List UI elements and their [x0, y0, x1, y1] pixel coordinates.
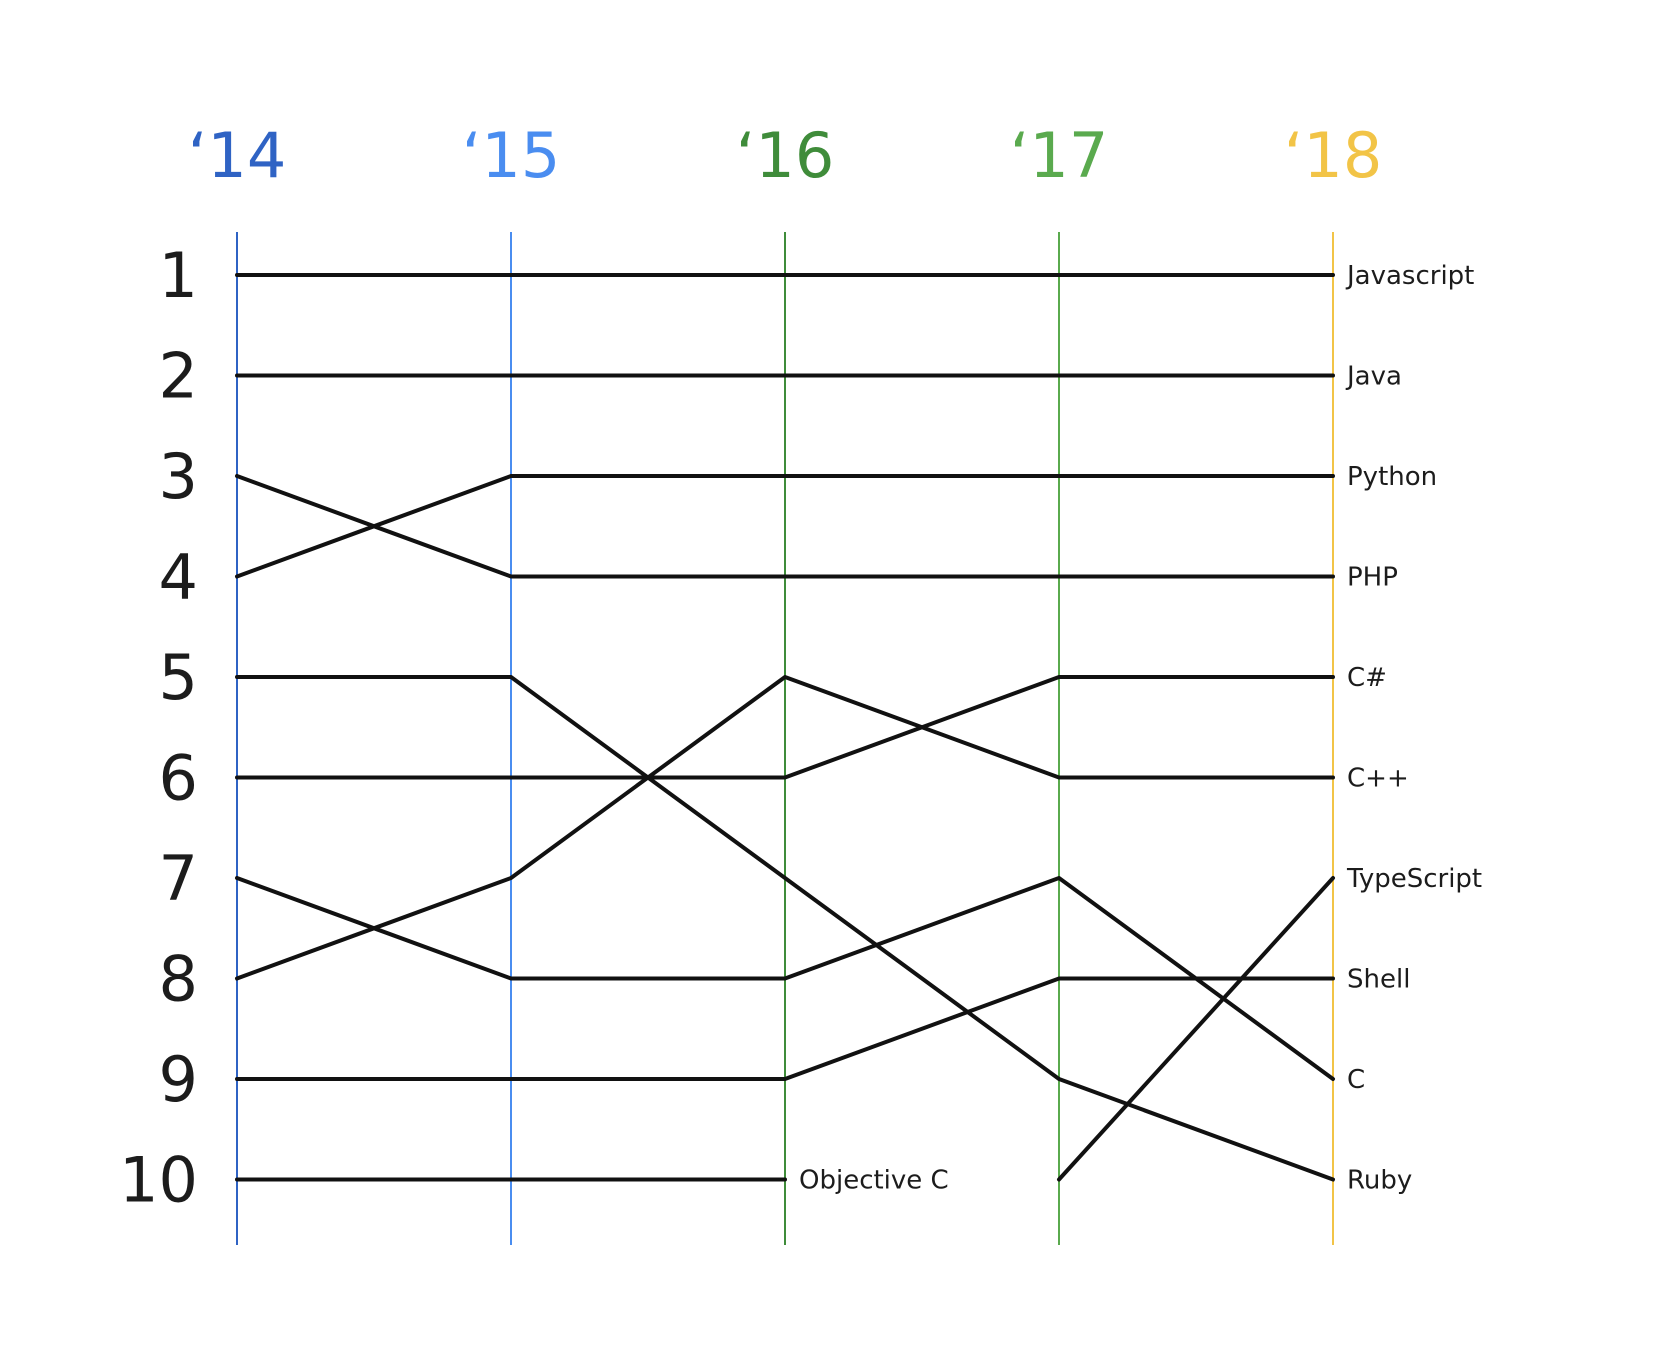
- rank-label-10: 10: [119, 1144, 198, 1217]
- series-line-c: [235, 876, 1335, 1081]
- series-label-typescript: TypeScript: [1346, 864, 1482, 894]
- series-line-shell: [235, 976, 1335, 1081]
- series-line-php: [235, 474, 1335, 579]
- series-label-php: PHP: [1347, 563, 1398, 593]
- series-line-typescript: [1057, 876, 1335, 1182]
- rank-label-1: 1: [159, 239, 198, 312]
- series-line-csharp: [235, 675, 1335, 780]
- year-label-2: ‘16: [736, 119, 835, 192]
- series-label-ruby: Ruby: [1347, 1166, 1412, 1196]
- year-label-0: ‘14: [188, 119, 287, 192]
- year-axes: [236, 232, 1334, 1245]
- series-label-csharp: C#: [1347, 663, 1387, 693]
- series-label-c: C: [1347, 1065, 1365, 1095]
- series-lines: [235, 273, 1335, 1182]
- rank-label-3: 3: [159, 440, 198, 513]
- series-label-cplusplus: C++: [1347, 764, 1409, 794]
- series-label-shell: Shell: [1347, 965, 1410, 995]
- language-labels: Javascript Java Python PHP C++ C# TypeScript Sh…: [799, 261, 1482, 1196]
- rank-label-5: 5: [159, 641, 198, 714]
- year-label-4: ‘18: [1284, 119, 1383, 192]
- rank-labels: 1 2 3 4 5 6 7 8 9 10: [119, 239, 198, 1217]
- rank-label-8: 8: [159, 943, 198, 1016]
- rank-label-9: 9: [159, 1043, 198, 1116]
- year-label-1: ‘15: [462, 119, 561, 192]
- rank-label-6: 6: [159, 742, 198, 815]
- series-line-python: [235, 474, 1335, 579]
- rank-label-4: 4: [159, 541, 198, 614]
- series-line-ruby: [235, 675, 1335, 1182]
- series-label-javascript: Javascript: [1345, 261, 1474, 291]
- rank-label-2: 2: [159, 340, 198, 413]
- series-label-python: Python: [1347, 462, 1437, 492]
- year-label-3: ‘17: [1010, 119, 1109, 192]
- series-line-cplusplus: [235, 675, 1335, 981]
- rank-label-7: 7: [159, 842, 198, 915]
- series-label-objective-c: Objective C: [799, 1166, 949, 1196]
- year-labels: ‘14 ‘15 ‘16 ‘17 ‘18: [188, 119, 1383, 192]
- series-label-java: Java: [1345, 362, 1402, 392]
